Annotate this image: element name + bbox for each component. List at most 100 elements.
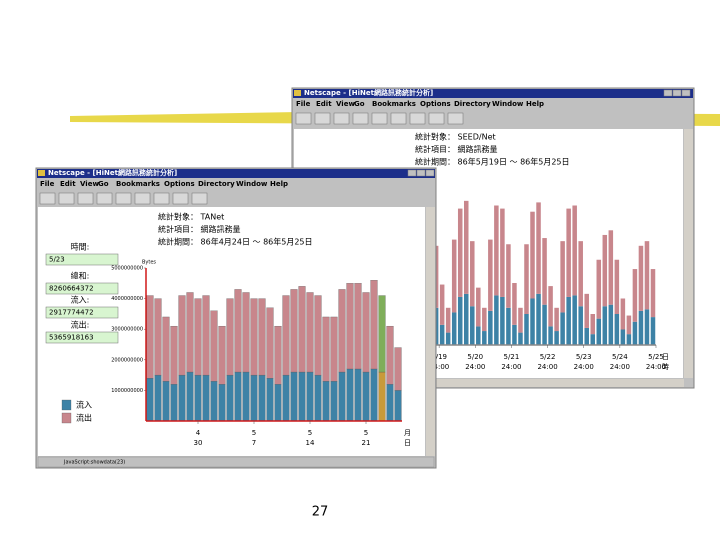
menu-item: Directory — [198, 180, 235, 188]
menu-item: Edit — [60, 180, 76, 188]
bar-segment — [506, 307, 511, 345]
bar-segment — [506, 244, 511, 308]
toolbar-button[interactable] — [39, 192, 56, 205]
bar-segment — [146, 295, 154, 379]
x-tick-sublabel: 24:00 — [465, 363, 485, 371]
toolbar-button[interactable] — [58, 192, 75, 205]
toolbar-button[interactable] — [115, 192, 132, 205]
bar-segment — [524, 244, 529, 314]
bar-segment — [632, 321, 638, 345]
bar-segment — [482, 331, 487, 345]
field-label: 時間: — [71, 243, 90, 252]
info-line: 統計對象： TANet — [158, 212, 224, 222]
bar-segment — [362, 292, 370, 373]
toolbar-button[interactable] — [447, 112, 464, 125]
bar-segment — [614, 314, 620, 345]
toolbar — [294, 111, 682, 128]
bar-segment — [620, 329, 626, 345]
window-button — [416, 169, 426, 177]
menu-item: Window — [492, 100, 524, 108]
bar-segment — [186, 292, 194, 373]
bar-segment — [362, 371, 370, 422]
bar-segment — [560, 241, 565, 313]
toolbar-button[interactable] — [428, 112, 445, 125]
bar-segment — [394, 347, 402, 391]
toolbar-button[interactable] — [96, 192, 113, 205]
bar-segment — [463, 200, 469, 294]
bar-segment — [210, 310, 218, 382]
bar-segment — [282, 295, 290, 376]
toolbar-button[interactable] — [191, 192, 208, 205]
bar-segment — [626, 334, 632, 345]
bar-segment — [314, 295, 322, 376]
bar-segment — [186, 371, 194, 422]
bar-segment — [226, 298, 234, 376]
bar-segment — [162, 316, 170, 382]
x-tick-label: 5/21 — [504, 353, 520, 361]
bar-segment — [620, 298, 626, 330]
menu-item: Bookmarks — [116, 180, 160, 188]
toolbar-button[interactable] — [172, 192, 189, 205]
bar-segment — [439, 284, 445, 325]
bar-segment — [542, 238, 547, 305]
x-tick-label: 5 — [364, 429, 368, 437]
field-value: 5365918163 — [49, 334, 94, 342]
bar-segment — [578, 306, 583, 345]
toolbar-button[interactable] — [390, 112, 407, 125]
x-tick-sublabel: 30 — [194, 439, 203, 447]
bar-segment — [194, 374, 202, 422]
bar-segment — [500, 208, 505, 297]
legend-label: 流入 — [76, 400, 92, 410]
x-tick-label: 5/20 — [467, 353, 483, 361]
toolbar-button[interactable] — [314, 112, 331, 125]
y-unit: Bytes — [142, 260, 156, 266]
bar-segment — [146, 378, 154, 422]
menu-item: Directory — [454, 100, 491, 108]
x-tick-label: 5/23 — [576, 353, 592, 361]
bar-segment — [282, 374, 290, 422]
bar-segment — [476, 326, 481, 345]
bar-segment — [578, 241, 583, 307]
toolbar-button[interactable] — [134, 192, 151, 205]
bar-segment — [548, 326, 553, 345]
legend-swatch — [61, 412, 72, 424]
toolbar-button[interactable] — [77, 192, 94, 205]
field-value: 8260664372 — [49, 285, 94, 293]
bar-segment — [584, 327, 589, 345]
toolbar-button[interactable] — [153, 192, 170, 205]
scrollbar — [294, 379, 684, 387]
bar-segment — [470, 241, 475, 307]
bar-segment — [266, 378, 274, 422]
x-tick-label: 4 — [196, 429, 201, 437]
bar-segment — [338, 289, 346, 373]
toolbar-button[interactable] — [333, 112, 350, 125]
menu-item: Window — [236, 180, 268, 188]
toolbar-button[interactable] — [409, 112, 426, 125]
y-tick-label: 2000000000 — [111, 357, 143, 363]
bar-segment — [162, 381, 170, 422]
bar-segment — [518, 307, 523, 333]
bar-segment — [614, 259, 620, 314]
menu-item: File — [40, 180, 55, 188]
bar-segment — [226, 374, 234, 422]
bar-segment — [274, 325, 282, 385]
bar-segment — [445, 307, 451, 333]
bar-segment — [518, 332, 523, 345]
bar-segment — [290, 371, 298, 422]
title-bar — [37, 169, 435, 178]
app-icon — [38, 170, 45, 176]
menu-item: Go — [98, 180, 109, 188]
bar-segment — [330, 381, 338, 422]
window-button — [681, 89, 691, 97]
toolbar-button[interactable] — [295, 112, 312, 125]
x-tick-sublabel: 24:00 — [501, 363, 521, 371]
toolbar-button[interactable] — [371, 112, 388, 125]
window-button — [425, 169, 435, 177]
bar-segment — [644, 309, 650, 345]
bar-segment — [494, 295, 499, 345]
bar-segment — [602, 306, 608, 345]
field-label: 總和: — [71, 271, 90, 281]
bar-segment — [494, 205, 499, 296]
toolbar-button[interactable] — [352, 112, 369, 125]
field-box — [45, 331, 119, 344]
